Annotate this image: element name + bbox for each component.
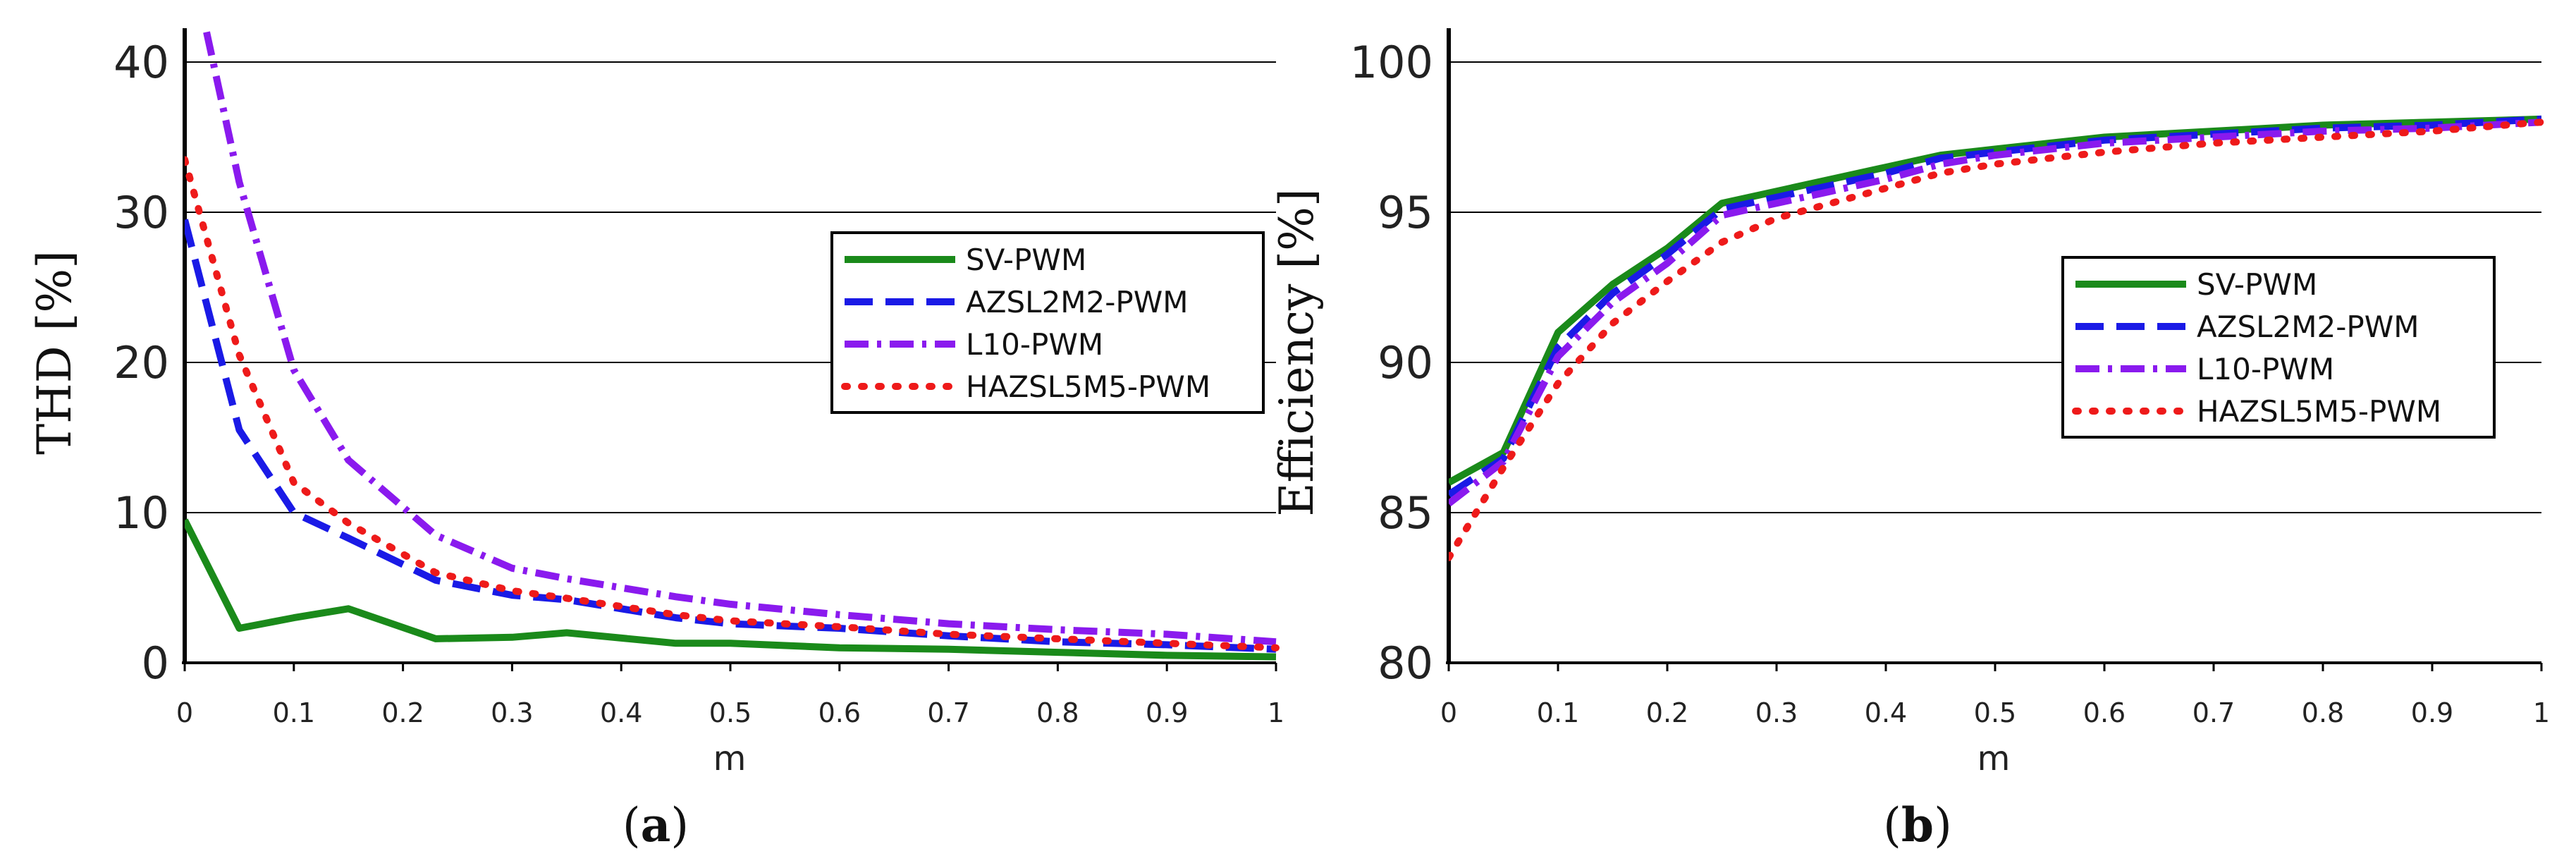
panel-b-y-tick-label: 80 (1378, 637, 1433, 689)
panel-b-series-hazsl5m5-pwm (1449, 118, 2545, 561)
panel-a-x-tick-label: 0.3 (491, 697, 533, 728)
panel-a-x-tick-label: 1 (1268, 697, 1284, 728)
panel-b-y-axis-label: Efficiency [%] (1270, 188, 1324, 516)
panel-a-x-tick-label: 0.2 (381, 697, 424, 728)
panel-b-caption: (b) (1883, 797, 1952, 852)
panel-b-x-tick-label: 0.5 (1974, 697, 2016, 728)
panel-a-y-tick-label: 10 (114, 487, 169, 539)
panel-a-y-ticks: 0 10 20 30 40 (114, 37, 169, 689)
panel-a-x-tick-label: 0.7 (927, 697, 969, 728)
panel-b-x-tick-label: 0.6 (2083, 697, 2126, 728)
panel-b-x-ticks: 0 0.1 0.2 0.3 0.4 0.5 0.6 0.7 0.8 0.9 1 (1440, 663, 2550, 728)
panel-b-x-tick-label: 0.2 (1646, 697, 1688, 728)
panel-a-x-tick-label: 0.8 (1036, 697, 1079, 728)
panel-a-x-tick-label: 0.4 (600, 697, 642, 728)
panel-b-x-tick-label: 0.4 (1865, 697, 1907, 728)
panel-b-x-tick-label: 1 (2533, 697, 2550, 728)
panel-a-axes (182, 28, 1276, 664)
panel-a-series (185, 31, 1280, 661)
panel-b-x-tick-label: 0.3 (1755, 697, 1798, 728)
panel-a-y-tick-label: 0 (142, 637, 169, 689)
panel-b-y-tick-label: 90 (1378, 337, 1433, 389)
panel-b-efficiency-chart: Efficiency [%] 80 85 90 95 100 0 0.1 0.2 0.3 0.4… (1270, 28, 2550, 852)
panel-b-legend: SV-PWM AZSL2M2-PWM L10-PWM HAZSL5M5-PWM (2061, 256, 2496, 439)
panel-b-y-tick-label: 95 (1378, 187, 1433, 238)
panel-b-x-tick-label: 0 (1440, 697, 1457, 728)
panel-a-caption: (a) (622, 797, 689, 852)
panel-b-caption-letter: b (1901, 797, 1934, 852)
panel-b-legend-label-azsl2m2-pwm: AZSL2M2-PWM (2197, 310, 2419, 344)
panel-b-y-tick-label: 100 (1350, 37, 1433, 88)
panel-a-caption-letter: a (641, 797, 671, 852)
panel-a-x-axis-label: m (713, 739, 747, 778)
panel-a-series-sv-pwm (185, 518, 1277, 661)
panel-b-series (1449, 115, 2545, 561)
panel-b-x-tick-label: 0.8 (2302, 697, 2344, 728)
panel-b-y-tick-label: 85 (1378, 487, 1433, 539)
panel-a-x-tick-label: 0 (176, 697, 193, 728)
panel-a-legend-label-hazsl5m5-pwm: HAZSL5M5-PWM (966, 369, 1210, 404)
panel-a-y-tick-label: 20 (114, 337, 169, 389)
panel-a-series-l10-pwm (203, 31, 1277, 646)
panel-b-y-ticks: 80 85 90 95 100 (1350, 37, 1433, 689)
panel-a-x-tick-label: 0.1 (273, 697, 315, 728)
panel-b-legend-label-l10-pwm: L10-PWM (2197, 352, 2334, 386)
panel-b-x-tick-label: 0.1 (1537, 697, 1579, 728)
panel-a-x-ticks: 0 0.1 0.2 0.3 0.4 0.5 0.6 0.7 0.8 0.9 1 (176, 663, 1284, 728)
panel-b-x-tick-label: 0.7 (2192, 697, 2235, 728)
panel-a-y-tick-label: 30 (114, 187, 169, 238)
panel-a-thd-chart: THD [%] 0 10 20 30 40 0 0.1 0.2 0.3 0.4 0.5 0.6 0.7… (27, 28, 1284, 852)
panel-a-legend-label-sv-pwm: SV-PWM (966, 243, 1086, 277)
panel-b-series-l10-pwm (1449, 118, 2542, 507)
panel-a-legend-label-azsl2m2-pwm: AZSL2M2-PWM (966, 285, 1189, 319)
panel-a-y-tick-label: 40 (114, 37, 169, 88)
panel-a-y-axis-label: THD [%] (27, 250, 82, 455)
panel-b-x-tick-label: 0.9 (2411, 697, 2453, 728)
panel-a-legend-label-l10-pwm: L10-PWM (966, 327, 1103, 362)
panel-a-x-tick-label: 0.6 (818, 697, 861, 728)
panel-a-legend: SV-PWM AZSL2M2-PWM L10-PWM HAZSL5M5-PWM (830, 231, 1265, 414)
panel-a-x-tick-label: 0.5 (709, 697, 752, 728)
panel-b-legend-label-hazsl5m5-pwm: HAZSL5M5-PWM (2197, 394, 2441, 429)
panel-b-x-axis-label: m (1977, 739, 2011, 778)
panel-a-series-hazsl5m5-pwm (185, 156, 1280, 652)
panel-b-legend-label-sv-pwm: SV-PWM (2197, 267, 2317, 302)
panel-a-x-tick-label: 0.9 (1146, 697, 1188, 728)
